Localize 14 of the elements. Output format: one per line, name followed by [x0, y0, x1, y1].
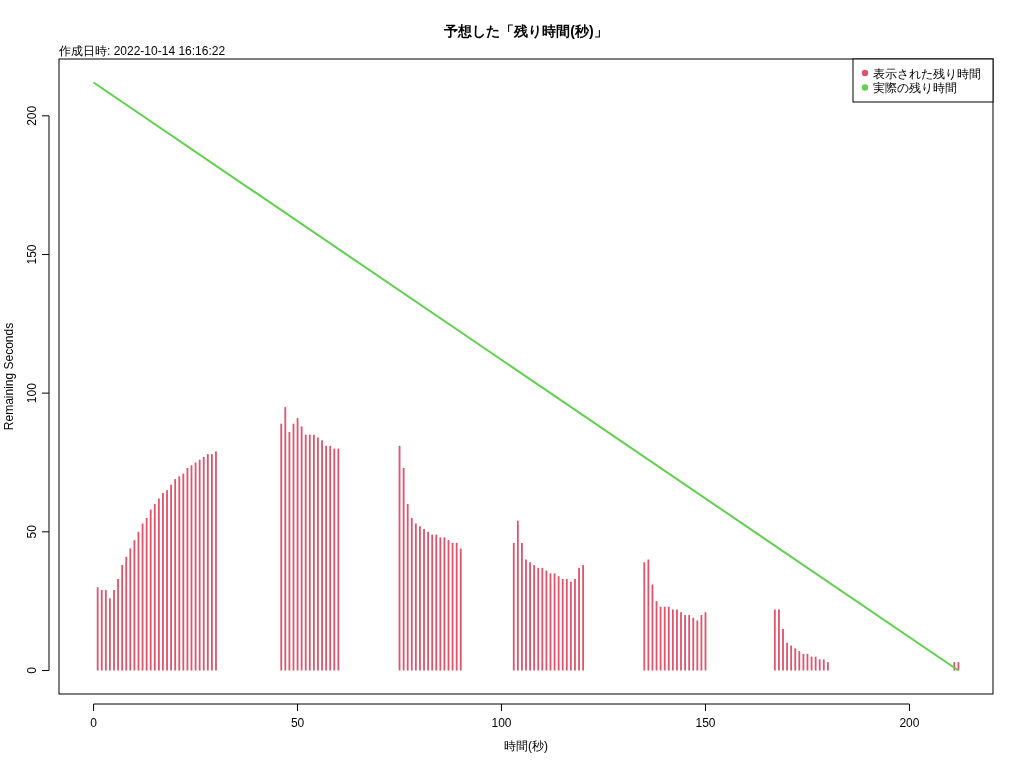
x-tick-label: 100	[491, 716, 512, 730]
x-tick-label: 50	[290, 716, 305, 730]
y-tick-label: 100	[25, 382, 39, 404]
y-tick-label: 50	[25, 524, 39, 539]
x-tick-label: 0	[90, 716, 98, 730]
y-axis-title: Remaining Seconds	[2, 322, 16, 431]
x-axis-title: 時間(秒)	[504, 739, 548, 753]
x-tick-label: 200	[899, 716, 920, 730]
y-tick-label: 200	[25, 105, 39, 126]
x-tick-label: 150	[695, 716, 716, 730]
chart-title: 予想した「残り時間(秒)」	[443, 23, 608, 39]
y-tick-label: 0	[25, 666, 39, 674]
text: 作成日時: 2022-10-14 16:16:22	[58, 44, 226, 58]
y-tick-label: 150	[25, 244, 39, 265]
